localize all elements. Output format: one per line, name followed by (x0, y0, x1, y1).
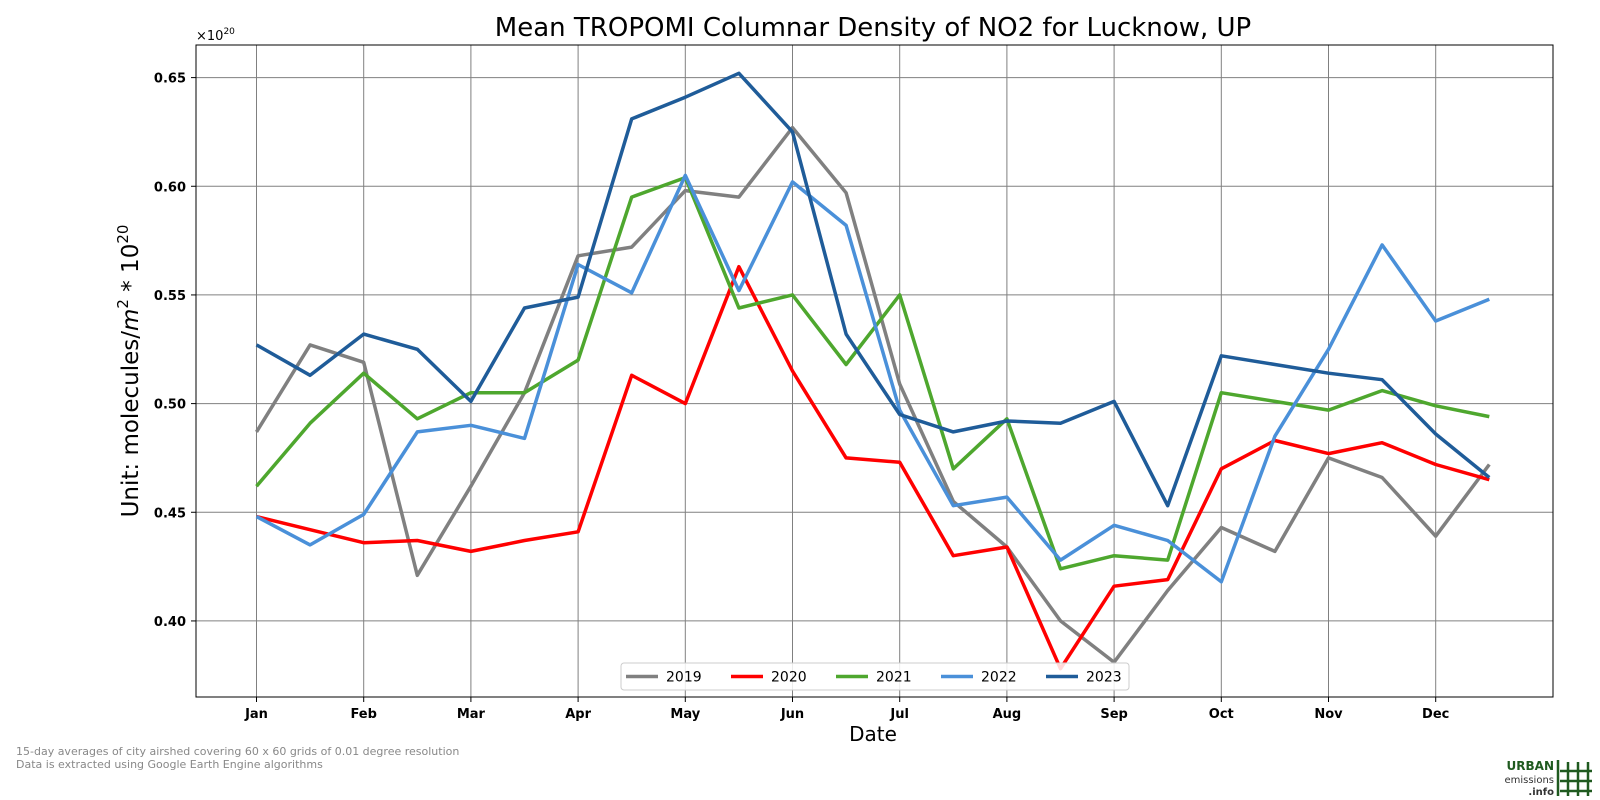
legend-box (620, 662, 1130, 691)
chart-title: Mean TROPOMI Columnar Density of NO2 for… (495, 13, 1251, 43)
series-line-2021 (255, 175, 1490, 571)
y-tick-label: 0.55 (154, 289, 186, 304)
x-ticks: Jan Feb Mar Apr May Jun Jul Aug Sep Oct Nov Dec (244, 697, 1449, 722)
y-tick-label: 0.50 (154, 398, 186, 413)
x-tick-label: Aug (993, 707, 1022, 722)
x-tick-label: Sep (1100, 707, 1128, 722)
y-tick-label: 0.60 (154, 180, 186, 195)
legend-label-2019: 2019 (666, 670, 702, 686)
grid-layer (196, 45, 1553, 697)
series-line-2020 (256, 264, 1490, 671)
legend-label-2022: 2022 (981, 670, 1017, 686)
legend: 2019 2020 2021 2022 2023 (620, 662, 1130, 691)
legend-label-2020: 2020 (771, 670, 807, 686)
x-axis-label: Date (849, 722, 897, 746)
x-tick-label: Nov (1314, 707, 1343, 722)
x-tick-label: May (670, 707, 700, 722)
legend-label-2023: 2023 (1086, 670, 1122, 686)
legend-label-2021: 2021 (876, 670, 912, 686)
x-tick-label: Mar (457, 707, 486, 722)
y-axis-label: Unit: molecules/m2 * 1020 (114, 225, 144, 518)
series-line-2022 (255, 173, 1490, 584)
y-offset-label: ×1020 (196, 27, 235, 44)
series-layer (255, 71, 1491, 671)
y-tick-label: 0.45 (154, 506, 186, 521)
logo-grid-icon (1556, 760, 1592, 796)
logo-text-info: .info (1528, 787, 1554, 798)
y-tick-label: 0.65 (154, 72, 186, 87)
x-tick-label: Feb (350, 707, 376, 722)
plot-frame (195, 44, 1554, 698)
x-tick-label: Dec (1422, 707, 1449, 722)
series-line-2019 (255, 125, 1491, 664)
footnote-line-1: 15-day averages of city airshed covering… (16, 745, 460, 758)
y-tick-label: 0.40 (154, 615, 186, 630)
series-line-2023 (255, 71, 1491, 508)
x-tick-label: Apr (565, 707, 591, 722)
footnote-line-2: Data is extracted using Google Earth Eng… (16, 758, 323, 771)
x-tick-label: Jun (780, 707, 804, 722)
x-tick-label: Jan (244, 707, 268, 722)
y-ticks: 0.40 0.45 0.50 0.55 0.60 0.65 (154, 72, 196, 630)
logo-text-urban: URBAN (1507, 759, 1554, 773)
urban-emissions-logo: URBAN emissions .info (1504, 759, 1592, 798)
x-tick-label: Oct (1209, 707, 1234, 722)
logo-text-emissions: emissions (1504, 775, 1554, 786)
x-tick-label: Jul (889, 707, 909, 722)
